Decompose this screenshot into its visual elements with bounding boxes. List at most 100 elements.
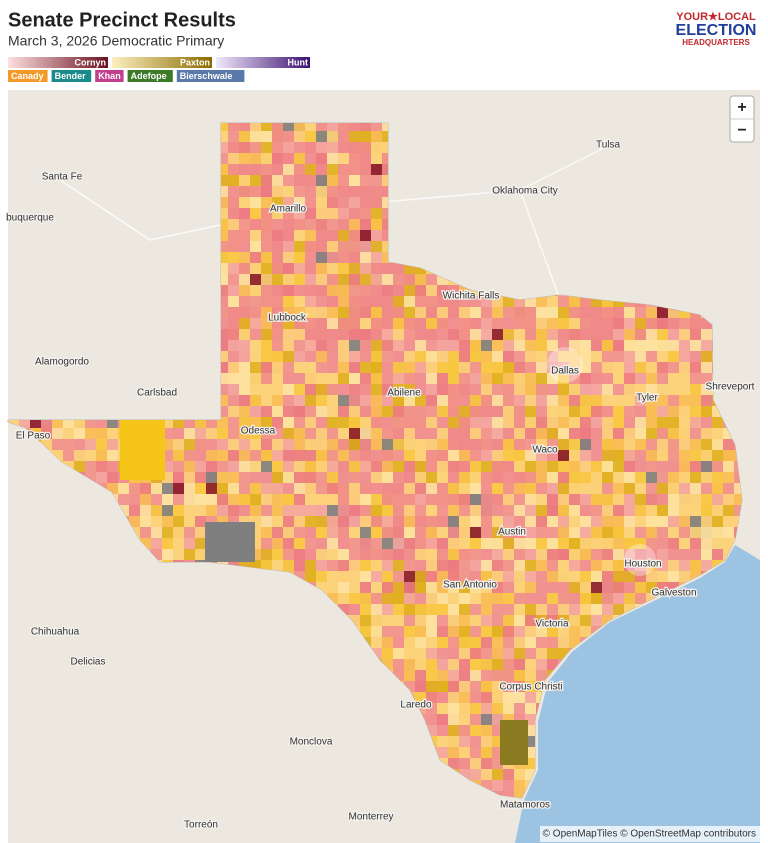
metro: [547, 347, 583, 383]
precinct: [96, 417, 107, 428]
precinct: [404, 582, 415, 593]
precinct: [349, 439, 360, 450]
precinct: [250, 263, 261, 274]
precinct: [723, 494, 742, 505]
precinct: [206, 450, 217, 461]
precinct: [514, 780, 525, 791]
precinct: [349, 604, 360, 615]
precinct: [470, 527, 481, 538]
precinct: [283, 296, 294, 307]
precinct: [184, 461, 195, 472]
precinct: [679, 505, 690, 516]
precinct: [448, 494, 459, 505]
precinct: [668, 472, 679, 483]
precinct: [690, 527, 701, 538]
precinct: [503, 362, 514, 373]
precinct: [294, 560, 305, 571]
precinct: [250, 285, 261, 296]
precinct: [613, 318, 624, 329]
zoom-in[interactable]: +: [737, 99, 746, 116]
precinct: [404, 538, 415, 549]
precinct: [52, 417, 63, 428]
precinct: [701, 527, 712, 538]
city-label: Shreveport: [706, 382, 755, 393]
zoom-out[interactable]: −: [737, 122, 746, 139]
city-label: Laredo: [400, 700, 432, 711]
precinct: [536, 505, 547, 516]
precinct: [514, 791, 525, 798]
precinct: [404, 406, 415, 417]
precinct: [635, 351, 646, 362]
city-label: Carlsbad: [137, 388, 177, 399]
precinct: [239, 516, 250, 527]
precinct: [415, 692, 426, 703]
precinct: [217, 395, 228, 406]
precinct: [206, 483, 217, 494]
precinct: [503, 791, 514, 798]
precinct: [558, 373, 569, 384]
precinct: [613, 340, 624, 351]
legend-ramp-label: Hunt: [288, 57, 309, 67]
precinct: [382, 252, 393, 263]
precinct: [536, 527, 547, 538]
precinct: [272, 318, 283, 329]
precinct: [437, 604, 448, 615]
title: Senate Precinct Results: [8, 9, 236, 31]
precinct: [349, 593, 360, 604]
legend-chip: [176, 70, 245, 82]
attribution[interactable]: © OpenMapTiles © OpenStreetMap contribut…: [543, 829, 756, 840]
precinct: [129, 494, 140, 505]
precinct: [580, 362, 591, 373]
precinct: [305, 527, 316, 538]
precinct: [327, 252, 338, 263]
precinct: [503, 582, 514, 593]
precinct: [558, 516, 569, 527]
precinct: [712, 527, 723, 538]
precinct: [547, 659, 558, 670]
precinct: [294, 450, 305, 461]
precinct: [547, 406, 558, 417]
precinct: [492, 604, 503, 615]
precinct: [668, 362, 679, 373]
precinct: [426, 604, 437, 615]
precinct: [294, 123, 305, 131]
precinct: [437, 296, 448, 307]
precinct: [371, 571, 382, 582]
precinct: [349, 197, 360, 208]
precinct: [536, 406, 547, 417]
precinct: [613, 494, 624, 505]
precinct: [316, 472, 327, 483]
precinct: [371, 384, 382, 395]
precinct: [657, 571, 668, 582]
precinct: [547, 307, 558, 318]
precinct: [371, 450, 382, 461]
precinct: [547, 351, 558, 362]
precinct: [470, 461, 481, 472]
precinct: [393, 406, 404, 417]
precinct: [261, 307, 272, 318]
precinct: [448, 395, 459, 406]
precinct: [382, 604, 393, 615]
precinct: [338, 373, 349, 384]
precinct: [723, 450, 734, 461]
precinct: [371, 362, 382, 373]
city-label: Waco: [532, 445, 558, 456]
precinct: [382, 340, 393, 351]
precinct: [316, 395, 327, 406]
precinct: [602, 340, 613, 351]
attribution-box: [540, 826, 760, 842]
precinct: [294, 175, 305, 186]
precinct: [448, 450, 459, 461]
precinct: [657, 527, 668, 538]
precinct: [437, 461, 448, 472]
precinct: [382, 527, 393, 538]
legend-chip: [51, 70, 92, 82]
precinct: [305, 307, 316, 318]
precinct: [371, 219, 382, 230]
precinct: [503, 351, 514, 362]
precinct: [261, 208, 272, 219]
city-label: Matamoros: [500, 800, 550, 811]
city-label: Santa Fe: [42, 172, 83, 183]
city-label: San Antonio: [443, 580, 497, 591]
precinct: [514, 318, 525, 329]
